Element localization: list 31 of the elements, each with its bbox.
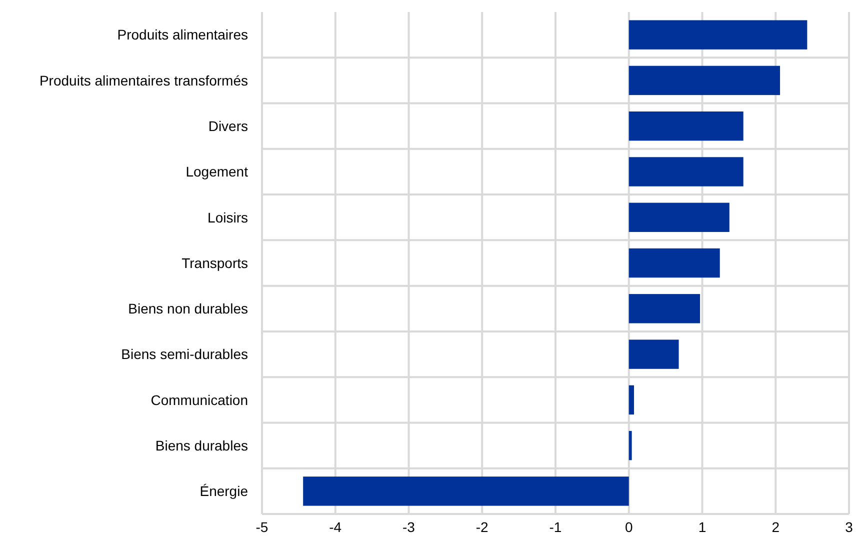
bar xyxy=(628,111,744,141)
bar xyxy=(628,340,679,369)
x-tick-label: 1 xyxy=(698,519,706,535)
x-tick-label: -5 xyxy=(256,519,268,535)
bar xyxy=(628,20,808,50)
bar xyxy=(628,202,730,232)
y-tick-label: Transports xyxy=(182,254,248,271)
y-tick-label: Loisirs xyxy=(208,209,248,226)
y-tick-label: Produits alimentaires xyxy=(117,26,248,43)
bar xyxy=(628,248,720,278)
y-tick-label: Biens durables xyxy=(155,437,248,454)
y-tick-label: Logement xyxy=(186,164,248,180)
x-tick-label: 3 xyxy=(845,519,854,535)
bar xyxy=(303,476,629,506)
x-tick-label: -1 xyxy=(549,519,562,535)
y-tick-label: Biens semi-durables xyxy=(121,346,248,362)
x-tick-label: 2 xyxy=(772,519,780,535)
y-tick-label: Biens non durables xyxy=(128,300,248,317)
bar xyxy=(628,430,632,460)
x-tick-label: -3 xyxy=(402,519,416,535)
y-tick-label: Produits alimentaires transformés xyxy=(39,72,248,88)
x-tick-label: -4 xyxy=(329,519,342,535)
y-tick-label: Communication xyxy=(150,392,248,408)
bar xyxy=(628,294,700,324)
bar xyxy=(628,385,634,415)
y-tick-label: Énergie xyxy=(200,483,248,500)
x-tick-label: -2 xyxy=(476,519,489,535)
y-tick-label: Divers xyxy=(208,118,248,134)
x-tick-label: 0 xyxy=(624,519,633,535)
bar xyxy=(628,157,744,186)
bar xyxy=(628,66,780,96)
